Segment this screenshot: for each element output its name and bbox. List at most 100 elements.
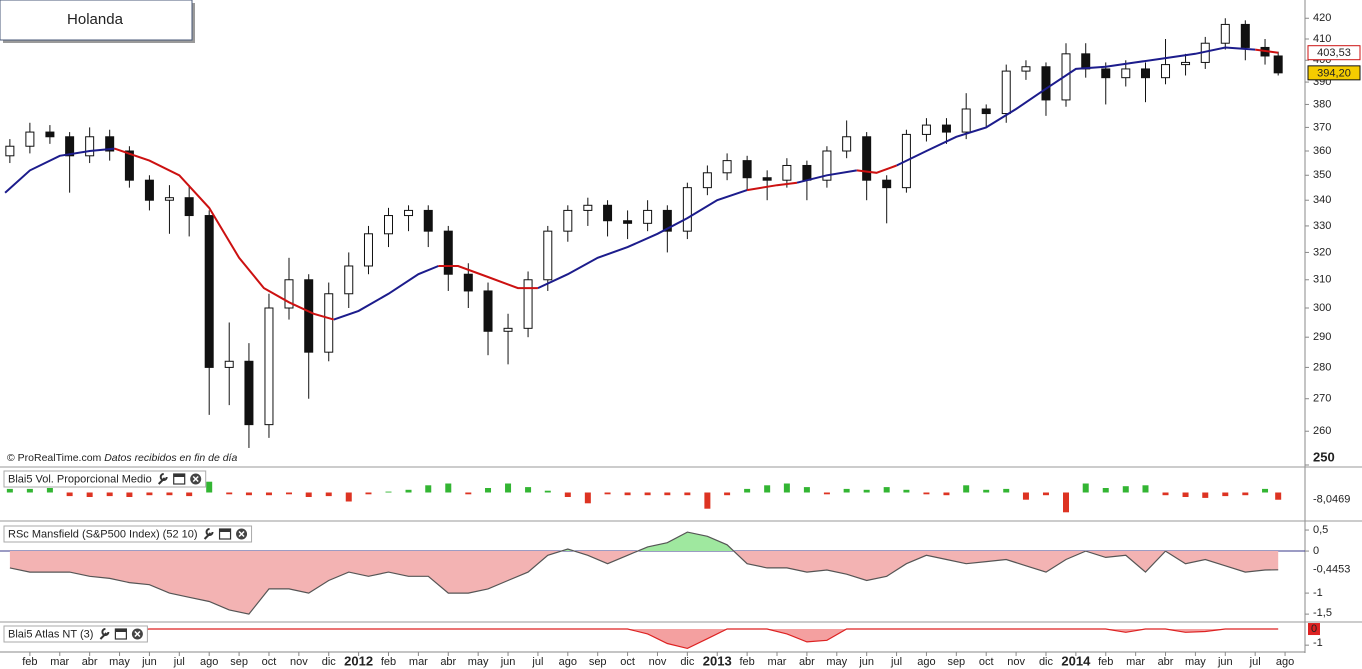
volume-bar bbox=[265, 492, 272, 496]
candle-body bbox=[523, 279, 533, 329]
volume-bar bbox=[624, 492, 631, 496]
volume-bar bbox=[744, 488, 751, 493]
volume-bar bbox=[1222, 492, 1229, 497]
panel-title-box bbox=[3, 625, 148, 643]
x-tick-label: oct bbox=[620, 656, 635, 668]
volume-bar bbox=[843, 488, 850, 493]
volume-bar bbox=[485, 488, 492, 493]
candle-body bbox=[1061, 53, 1071, 101]
volume-bar bbox=[1202, 492, 1209, 498]
candle-body bbox=[184, 197, 194, 217]
x-tick-label: 2013 bbox=[703, 653, 732, 668]
candle-body bbox=[503, 327, 513, 332]
candle-body bbox=[264, 307, 274, 426]
y-tick-label: -1,5 bbox=[1313, 607, 1332, 619]
price-marker bbox=[1307, 65, 1361, 81]
volume-bar bbox=[823, 492, 830, 495]
volume-bar bbox=[803, 487, 810, 493]
volume-bar bbox=[724, 492, 731, 496]
settings-icon[interactable] bbox=[99, 628, 110, 640]
watermark-source: © ProRealTime.com bbox=[7, 452, 102, 464]
x-tick-label: mar bbox=[1126, 656, 1145, 668]
settings-icon[interactable] bbox=[203, 528, 214, 540]
volume-bar bbox=[1082, 483, 1089, 493]
x-tick-label: dic bbox=[1039, 656, 1054, 668]
candle-body bbox=[1041, 66, 1051, 101]
y-tick-label: 260 bbox=[1313, 425, 1331, 437]
window-icon-bar[interactable] bbox=[115, 629, 127, 632]
close-icon-cross[interactable] bbox=[192, 475, 199, 483]
candle-body bbox=[882, 179, 892, 189]
area-fill bbox=[561, 532, 734, 552]
candle-body bbox=[45, 131, 55, 138]
panel-icons[interactable] bbox=[157, 473, 202, 485]
window-icon-bar[interactable] bbox=[173, 474, 185, 477]
candle-body bbox=[85, 136, 95, 157]
x-tick-label: jun bbox=[1217, 656, 1233, 668]
panel-icons[interactable] bbox=[99, 628, 143, 640]
volume-bar bbox=[943, 492, 950, 496]
candle-body bbox=[404, 209, 414, 217]
candle-body bbox=[324, 293, 334, 353]
close-icon-cross[interactable] bbox=[238, 530, 245, 538]
x-tick-label: jun bbox=[141, 656, 157, 668]
candle-body bbox=[25, 131, 35, 147]
x-tick-label: ago bbox=[200, 656, 218, 668]
x-tick-label: 2014 bbox=[1061, 653, 1091, 668]
window-icon-bar[interactable] bbox=[219, 529, 231, 532]
volume-bar bbox=[245, 492, 252, 496]
volume-bar bbox=[1275, 492, 1282, 500]
candle-body bbox=[65, 136, 75, 157]
candle-body bbox=[822, 150, 832, 181]
moving-average bbox=[114, 48, 1279, 321]
candle-body bbox=[344, 265, 354, 295]
candle-body bbox=[1181, 61, 1191, 66]
volume-bar bbox=[425, 485, 432, 493]
moving-average bbox=[4, 46, 1256, 321]
y-tick-label: 330 bbox=[1313, 220, 1331, 232]
y-tick-label: 310 bbox=[1313, 274, 1331, 286]
y-tick-label: 420 bbox=[1313, 12, 1331, 24]
x-tick-label: feb bbox=[739, 656, 754, 668]
x-tick-label: nov bbox=[290, 656, 308, 668]
volume-bar bbox=[1262, 488, 1269, 493]
last-value-box bbox=[1308, 623, 1320, 636]
x-tick-label: feb bbox=[22, 656, 37, 668]
volume-bar bbox=[305, 492, 312, 497]
candle-body bbox=[1081, 53, 1091, 70]
volume-bar bbox=[544, 490, 551, 493]
x-tick-label: mar bbox=[409, 656, 428, 668]
last-value-label: 0 bbox=[1311, 623, 1317, 635]
candle-body bbox=[603, 204, 613, 222]
candle-body bbox=[623, 220, 633, 224]
x-tick-label: ago bbox=[1276, 656, 1294, 668]
candle-body bbox=[443, 230, 453, 275]
volume-bar bbox=[584, 492, 591, 504]
x-tick-label: may bbox=[1185, 656, 1206, 668]
candle-body bbox=[164, 197, 174, 201]
volume-bar bbox=[1042, 492, 1049, 496]
close-icon-cross[interactable] bbox=[134, 630, 141, 638]
volume-bar bbox=[764, 485, 771, 493]
volume-bar bbox=[166, 492, 173, 496]
volume-bar bbox=[285, 492, 292, 495]
volume-bar bbox=[883, 487, 890, 493]
x-tick-label: 2012 bbox=[344, 653, 373, 668]
panel-icons[interactable] bbox=[203, 528, 248, 540]
volume-bar bbox=[146, 492, 153, 496]
candle-body bbox=[1121, 68, 1131, 79]
y-tick-label: 250 bbox=[1313, 449, 1335, 464]
candle-body bbox=[363, 233, 373, 267]
panel-title: Blai5 Vol. Proporcional Medio bbox=[8, 473, 152, 485]
candle-body bbox=[463, 273, 473, 292]
x-tick-label: abr bbox=[1158, 656, 1174, 668]
settings-icon[interactable] bbox=[157, 473, 168, 485]
candle-body bbox=[244, 360, 254, 426]
volume-bar bbox=[863, 489, 870, 493]
y-tick-label: 280 bbox=[1313, 361, 1331, 373]
volume-bar bbox=[564, 492, 571, 497]
volume-bar bbox=[26, 488, 33, 493]
volume-bar bbox=[684, 492, 691, 496]
candle-body bbox=[1001, 70, 1011, 115]
